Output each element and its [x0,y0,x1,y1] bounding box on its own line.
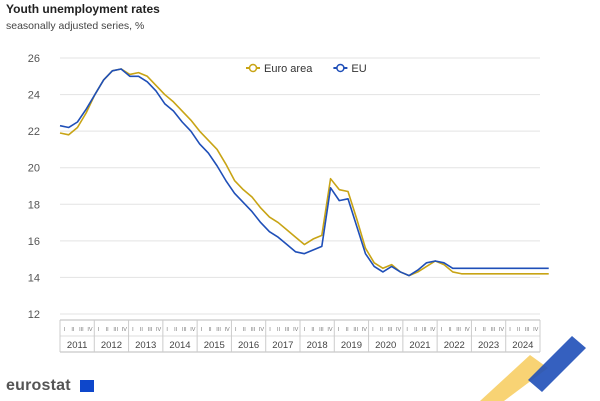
quarter-tick-label: IV [362,327,368,333]
quarter-tick-label: III [525,327,530,333]
chart-subtitle: seasonally adjusted series, % [6,20,145,32]
quarter-tick-label: IV [499,327,505,333]
quarter-tick-label: III [491,327,496,333]
year-tick-label: 2016 [238,340,259,351]
quarter-tick-label: II [277,327,281,333]
quarter-tick-label: III [251,327,256,333]
chart-title: Youth unemployment rates [6,2,160,16]
quarter-tick-label: I [132,327,134,333]
legend-label: EU [351,63,366,75]
eurostat-logo: eurostat [6,377,71,394]
quarter-tick-label: III [182,327,187,333]
quarter-tick-label: I [235,327,237,333]
quarter-tick-label: IV [87,327,93,333]
quarter-tick-label: III [388,327,393,333]
eu-flag-icon [80,380,94,392]
year-tick-label: 2014 [169,340,190,351]
quarter-tick-label: IV [327,327,333,333]
y-tick-label: 16 [28,236,40,248]
legend-swatch-marker [336,63,345,73]
quarter-tick-label: III [148,327,153,333]
quarter-tick-label: IV [225,327,231,333]
quarter-tick-label: I [338,327,340,333]
year-tick-label: 2024 [512,340,533,351]
quarter-tick-label: II [448,327,452,333]
y-tick-label: 12 [28,309,40,321]
quarter-tick-label: IV [465,327,471,333]
quarter-tick-label: I [509,327,511,333]
quarter-tick-label: IV [156,327,162,333]
quarter-tick-label: I [441,327,443,333]
year-tick-label: 2012 [101,340,122,351]
quarter-tick-label: III [216,327,221,333]
year-tick-label: 2013 [135,340,156,351]
brand-chevron-yellow [480,355,548,401]
year-tick-label: 2021 [409,340,430,351]
y-tick-label: 18 [28,199,40,211]
quarter-tick-label: II [346,327,350,333]
quarter-tick-label: IV [533,327,539,333]
quarter-tick-label: II [174,327,178,333]
y-tick-label: 20 [28,163,40,175]
series-line-eu [59,68,549,277]
quarter-tick-label: I [372,327,374,333]
year-tick-label: 2017 [272,340,293,351]
quarter-tick-label: II [414,327,418,333]
quarter-tick-label: I [98,327,100,333]
quarter-tick-label: IV [122,327,128,333]
year-tick-label: 2011 [67,340,87,351]
year-tick-label: 2023 [478,340,499,351]
quarter-tick-label: III [319,327,324,333]
quarter-tick-label: I [201,327,203,333]
series-line-euro-area [59,68,549,277]
quarter-tick-label: IV [259,327,265,333]
quarter-tick-label: I [406,327,408,333]
quarter-tick-label: III [422,327,427,333]
quarter-tick-label: II [311,327,315,333]
legend-label: Euro area [264,63,313,75]
quarter-tick-label: II [106,327,110,333]
quarter-tick-label: II [380,327,384,333]
quarter-tick-label: III [113,327,118,333]
year-tick-label: 2015 [204,340,225,351]
legend-swatch-marker [248,63,258,73]
quarter-tick-label: III [285,327,290,333]
quarter-tick-label: II [483,327,487,333]
quarter-tick-label: IV [293,327,299,333]
quarter-tick-label: III [456,327,461,333]
quarter-tick-label: IV [396,327,402,333]
y-tick-label: 24 [28,90,40,102]
quarter-tick-label: II [140,327,144,333]
quarter-tick-label: II [71,327,75,333]
quarter-tick-label: I [269,327,271,333]
year-tick-label: 2020 [375,340,396,351]
brand-chevron-blue [528,336,586,392]
quarter-tick-label: III [79,327,84,333]
y-tick-label: 26 [28,53,40,65]
quarter-tick-label: I [166,327,168,333]
quarter-tick-label: IV [430,327,436,333]
y-tick-label: 14 [28,272,40,284]
quarter-tick-label: II [243,327,247,333]
quarter-tick-label: I [475,327,477,333]
year-tick-label: 2019 [341,340,362,351]
y-tick-label: 22 [28,126,40,138]
quarter-tick-label: III [353,327,358,333]
year-tick-label: 2022 [444,340,465,351]
quarter-tick-label: II [517,327,521,333]
year-tick-label: 2018 [307,340,328,351]
quarter-tick-label: I [64,327,66,333]
quarter-tick-label: I [304,327,306,333]
quarter-tick-label: II [208,327,212,333]
quarter-tick-label: IV [190,327,196,333]
